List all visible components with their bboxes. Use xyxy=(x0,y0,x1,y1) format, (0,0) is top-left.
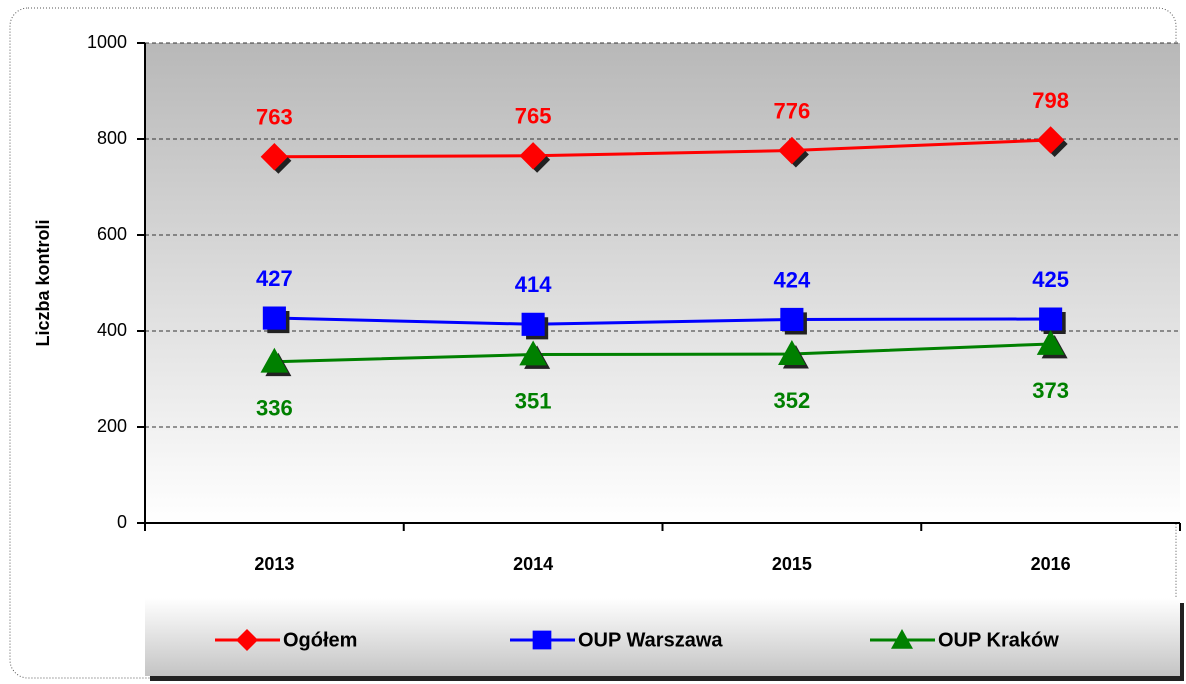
marker xyxy=(260,143,289,171)
marker xyxy=(1039,307,1063,331)
y-tick-label: 0 xyxy=(117,512,127,532)
data-label: 427 xyxy=(256,266,293,291)
marker xyxy=(519,340,547,366)
data-label: 798 xyxy=(1032,88,1069,113)
legend-marker xyxy=(532,630,552,650)
data-label: 425 xyxy=(1032,267,1069,292)
x-tick-label: 2015 xyxy=(772,554,812,574)
marker xyxy=(1036,126,1065,154)
data-label: 352 xyxy=(774,388,811,413)
marker xyxy=(1036,329,1065,355)
y-axis-label: Liczba kontroli xyxy=(33,219,53,346)
series-line xyxy=(274,138,1051,159)
x-tick-label: 2013 xyxy=(254,554,294,574)
legend-box xyxy=(145,598,1180,676)
marker xyxy=(260,347,289,373)
y-tick-label: 400 xyxy=(97,320,127,340)
series-line xyxy=(274,316,1051,326)
data-label: 351 xyxy=(515,388,552,413)
y-tick-label: 800 xyxy=(97,128,127,148)
y-tick-label: 200 xyxy=(97,416,127,436)
series-line xyxy=(274,342,1051,364)
marker xyxy=(778,340,806,365)
data-label: 763 xyxy=(256,105,293,130)
y-tick-label: 600 xyxy=(97,224,127,244)
legend-label: OUP Kraków xyxy=(938,629,1059,651)
x-tick-label: 2014 xyxy=(513,554,553,574)
marker xyxy=(778,136,806,165)
marker xyxy=(262,306,286,330)
legend-marker xyxy=(236,629,258,651)
data-label: 424 xyxy=(774,267,811,292)
x-tick-label: 2016 xyxy=(1031,554,1071,574)
data-label: 776 xyxy=(774,98,811,123)
y-tick-label: 1000 xyxy=(87,32,127,52)
data-label: 373 xyxy=(1032,378,1069,403)
marker xyxy=(780,307,804,332)
marker xyxy=(519,142,547,170)
legend-label: Ogółem xyxy=(283,629,357,651)
legend-marker xyxy=(891,629,913,649)
marker xyxy=(521,312,545,336)
data-label: 414 xyxy=(515,272,552,297)
legend-label: OUP Warszawa xyxy=(578,629,723,651)
data-label: 765 xyxy=(515,104,552,129)
data-label: 336 xyxy=(256,396,293,421)
plot-area xyxy=(145,43,1180,523)
